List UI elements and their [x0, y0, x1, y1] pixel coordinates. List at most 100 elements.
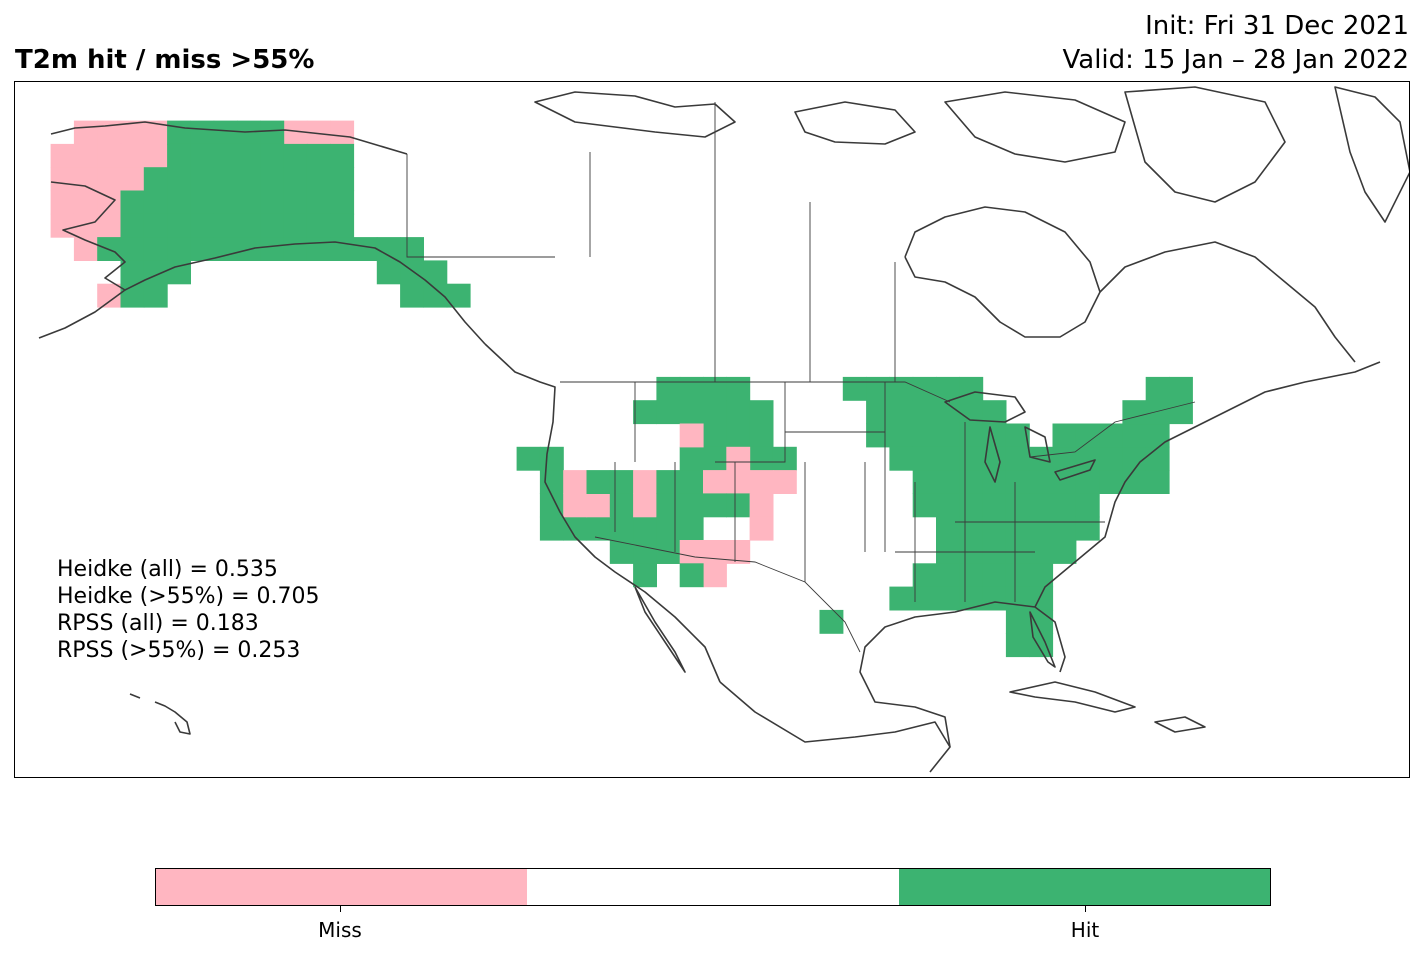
hit-cell	[213, 213, 238, 238]
hit-cell	[120, 260, 145, 285]
hit-cell	[936, 516, 960, 541]
hit-cell	[237, 167, 261, 192]
hit-cell	[143, 190, 168, 215]
hit-cell	[982, 563, 1007, 588]
hit-cell	[912, 586, 937, 611]
miss-cell	[703, 470, 727, 494]
hit-cell	[1052, 493, 1077, 518]
init-date: Init: Fri 31 Dec 2021	[1145, 11, 1409, 41]
hit-cell	[516, 446, 541, 471]
miss-cell	[563, 493, 588, 518]
hit-cell	[167, 237, 191, 261]
hit-cell	[1075, 446, 1100, 471]
arctic-island-1	[534, 91, 736, 138]
hit-cell	[703, 376, 727, 401]
hit-cell	[726, 423, 751, 448]
arctic-island-2	[794, 101, 916, 145]
florida	[1029, 611, 1056, 668]
heidke-all: Heidke (all) = 0.535	[57, 557, 278, 582]
hit-cell	[446, 283, 471, 308]
lake-superior	[944, 391, 1026, 423]
hit-cell	[703, 400, 727, 425]
political-borders	[406, 102, 1196, 653]
hit-cell	[213, 143, 238, 168]
hit-cell	[1169, 400, 1193, 425]
east-coast	[1034, 361, 1381, 608]
miss-cell	[586, 493, 611, 518]
miss-cell	[633, 493, 657, 518]
lake-huron	[1024, 426, 1051, 463]
hit-cell	[912, 400, 937, 425]
hit-cell	[936, 470, 960, 494]
miss-cell	[50, 167, 75, 192]
miss-cell	[73, 143, 98, 168]
hit-cell	[1122, 423, 1147, 448]
hit-cell	[609, 516, 634, 541]
miss-cell	[143, 143, 168, 168]
hit-cell	[679, 493, 704, 518]
hit-cell	[959, 516, 984, 541]
coastlines	[38, 86, 1409, 773]
hit-cell	[260, 190, 285, 215]
lake-michigan	[984, 426, 1001, 483]
hit-cell	[959, 446, 984, 471]
hit-cell	[959, 470, 984, 494]
hit-cell	[376, 260, 401, 285]
hit-cell	[866, 423, 890, 448]
labrador-coast	[1099, 241, 1356, 363]
us-state-borders	[614, 382, 1105, 602]
hit-cell	[1169, 376, 1193, 401]
aleutian-chain	[38, 289, 126, 339]
hit-cell	[726, 400, 751, 425]
hit-cell	[749, 400, 774, 425]
hit-cell	[120, 283, 145, 308]
hit-cell	[1122, 400, 1147, 425]
miss-cell	[283, 120, 308, 145]
hit-cell	[1005, 446, 1030, 471]
alaska-north-coast	[50, 121, 408, 155]
hit-cell	[982, 446, 1007, 471]
hit-cell	[539, 493, 564, 518]
colorbar-label-hit: Hit	[1070, 918, 1100, 942]
hit-cell	[376, 237, 401, 261]
hit-cell	[1099, 446, 1123, 471]
hit-cell	[167, 190, 191, 215]
hit-cell	[237, 143, 261, 168]
alaska-south-coast	[50, 181, 486, 345]
hudson-bay	[904, 206, 1101, 338]
miss-cell	[73, 120, 98, 145]
hit-cell	[726, 493, 751, 518]
hit-cell	[330, 190, 355, 215]
miss-cell	[703, 563, 727, 588]
hit-cell	[842, 376, 867, 401]
hit-cell	[1099, 470, 1123, 494]
hit-cell	[889, 376, 914, 401]
hit-cell	[330, 167, 355, 192]
hit-cell	[609, 540, 634, 564]
rpss-all: RPSS (all) = 0.183	[57, 611, 259, 636]
north-america-map	[38, 86, 1409, 773]
hit-cell	[936, 586, 960, 611]
hit-cell	[1122, 470, 1147, 494]
hit-cell	[703, 423, 727, 448]
rpss-55: RPSS (>55%) = 0.253	[57, 638, 301, 663]
hit-cell	[912, 470, 937, 494]
hit-cell	[260, 167, 285, 192]
hit-cell	[1005, 516, 1030, 541]
hit-cell	[539, 516, 564, 541]
hit-cell	[120, 190, 145, 215]
hit-cell	[982, 586, 1007, 611]
hit-miss-grid	[50, 120, 1193, 658]
miss-cell	[306, 120, 331, 145]
hit-cell	[1052, 540, 1077, 564]
hit-cell	[143, 237, 168, 261]
miss-cell	[143, 120, 168, 145]
baja-california	[634, 586, 686, 673]
hit-cell	[1145, 423, 1170, 448]
hit-cell	[936, 400, 960, 425]
hit-cell	[912, 446, 937, 471]
hit-cell	[283, 167, 308, 192]
hit-cell	[1005, 586, 1030, 611]
hit-cell	[959, 376, 984, 401]
miss-cell	[563, 470, 588, 494]
